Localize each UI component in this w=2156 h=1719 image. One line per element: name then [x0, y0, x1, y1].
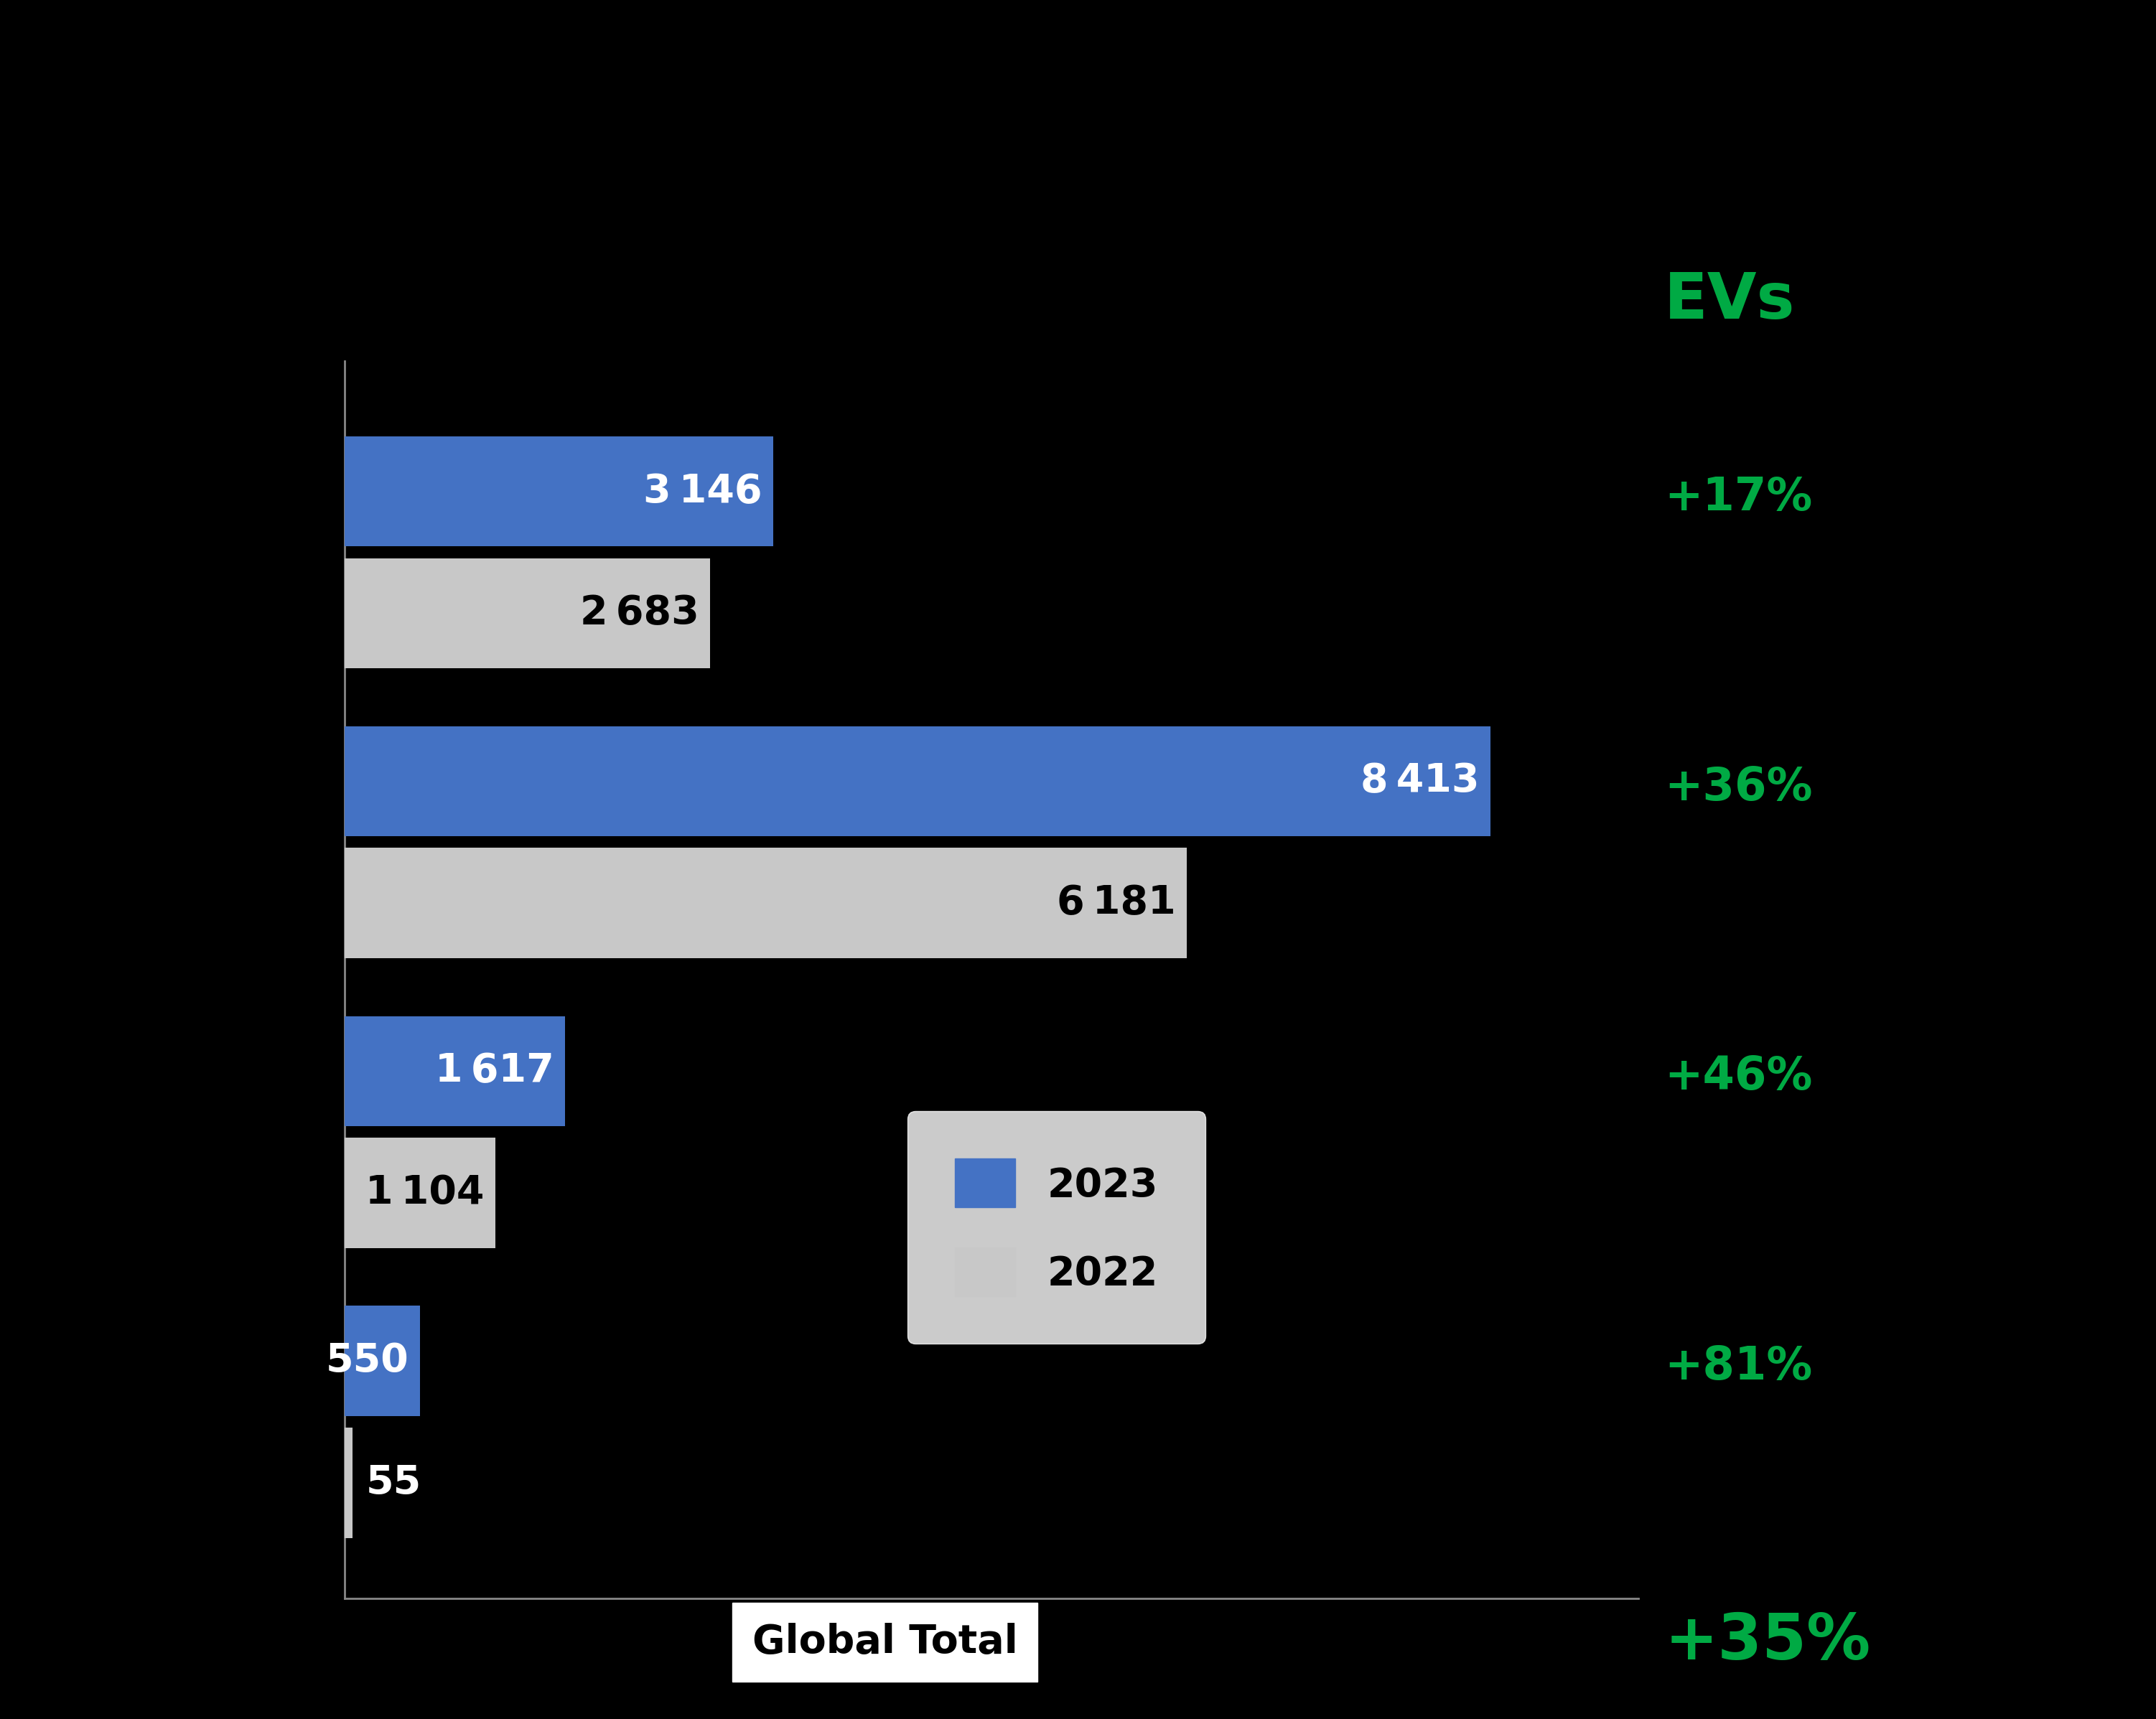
Text: 8 413: 8 413: [1360, 762, 1479, 801]
Text: +36%: +36%: [1664, 765, 1813, 810]
Text: +81%: +81%: [1664, 1344, 1813, 1389]
Legend: 2023, 2022: 2023, 2022: [908, 1110, 1205, 1344]
Bar: [345, 1306, 420, 1416]
Text: +46%: +46%: [1664, 1055, 1813, 1098]
Text: 6 181: 6 181: [1056, 884, 1175, 923]
Text: 3 146: 3 146: [642, 473, 763, 511]
Bar: [345, 1428, 351, 1539]
Bar: [345, 847, 1186, 957]
Bar: [345, 1016, 565, 1126]
Text: 55: 55: [367, 1463, 423, 1502]
Bar: [345, 559, 709, 669]
Text: 2 683: 2 683: [580, 593, 699, 633]
Bar: [345, 725, 1490, 837]
Text: 1 104: 1 104: [367, 1174, 485, 1212]
Bar: [345, 437, 774, 547]
Text: 550: 550: [326, 1341, 410, 1380]
Text: EVs: EVs: [1664, 270, 1796, 332]
Text: +17%: +17%: [1664, 474, 1813, 519]
Text: +35%: +35%: [1664, 1611, 1871, 1673]
Text: 1 617: 1 617: [436, 1052, 554, 1090]
Text: Global Total: Global Total: [752, 1623, 1018, 1662]
Bar: [345, 1138, 496, 1248]
